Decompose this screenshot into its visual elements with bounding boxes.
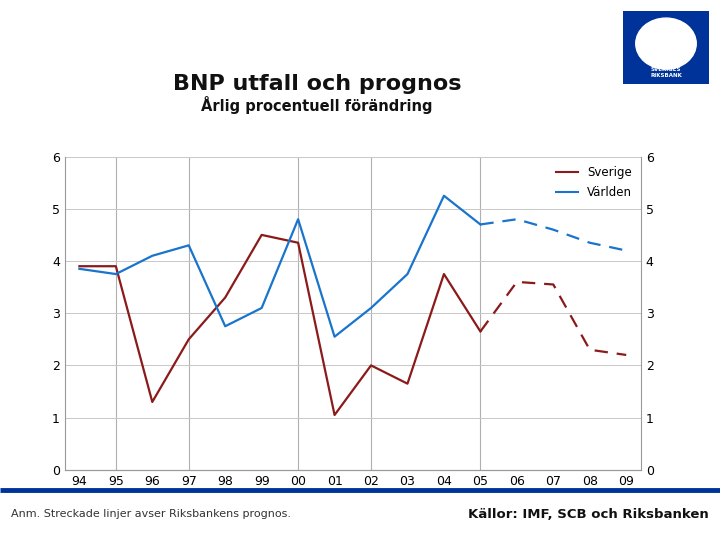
Text: Källor: IMF, SCB och Riksbanken: Källor: IMF, SCB och Riksbanken — [469, 508, 709, 521]
Text: Anm. Streckade linjer avser Riksbankens prognos.: Anm. Streckade linjer avser Riksbankens … — [11, 509, 291, 519]
Text: BNP utfall och prognos: BNP utfall och prognos — [173, 73, 461, 94]
Circle shape — [636, 18, 696, 69]
Text: SVERIGES
RIKSBANK: SVERIGES RIKSBANK — [650, 68, 682, 78]
Text: Årlig procentuell förändring: Årlig procentuell förändring — [201, 96, 433, 114]
Legend: Sverige, Världen: Sverige, Världen — [557, 166, 632, 199]
